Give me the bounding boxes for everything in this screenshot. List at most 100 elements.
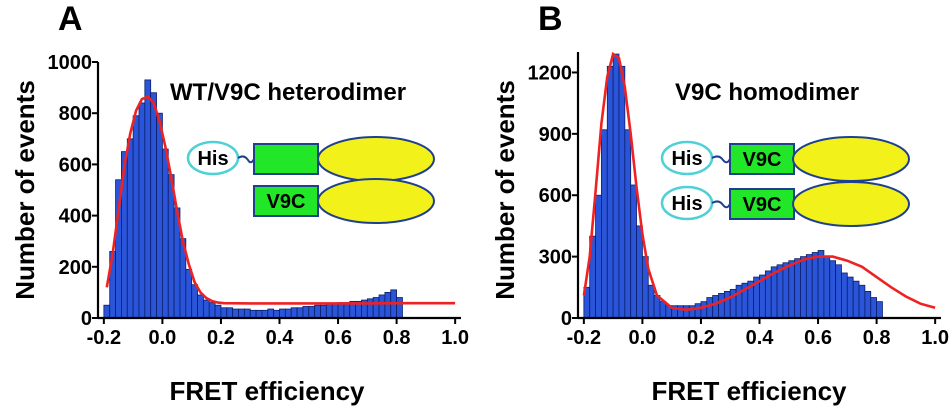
v9c-domain-box: [729, 188, 795, 220]
histogram-bar: [161, 148, 169, 319]
panel-a-schematic: His V9C: [186, 136, 435, 224]
panel-a-tick-labels: -0.2 0.0 0.2 0.4 0.6 0.8 1.0 0 200 400 600 800 1000: [48, 52, 470, 349]
y-tick-label: 1000: [48, 52, 93, 74]
panel-a-ylabel: Number of events: [10, 80, 40, 300]
histogram-bar: [290, 307, 298, 319]
histogram-bar: [864, 290, 872, 319]
panel-b: B Number of events FRET efficiency -0.2 0…: [490, 0, 949, 406]
his-tag-label: His: [197, 148, 228, 170]
histogram-bar: [630, 184, 637, 319]
histogram-bar: [794, 258, 801, 319]
histogram-bar: [694, 303, 702, 319]
histogram-bar: [103, 304, 111, 319]
histogram-bar: [267, 308, 275, 319]
histogram-bar: [325, 303, 333, 319]
y-tick-label: 300: [539, 247, 572, 269]
histogram-bar: [852, 280, 860, 319]
yellow-domain-oval: [792, 181, 910, 227]
his-tag-label: His: [671, 193, 702, 215]
panel-b-schematic: His V9C His V9C: [660, 136, 910, 227]
histogram-bar: [595, 194, 602, 319]
histogram-bar: [811, 252, 819, 319]
y-tick-label: 0: [561, 308, 572, 330]
histogram-bar: [372, 297, 380, 319]
y-tick-label: 0: [81, 308, 92, 330]
x-tick-label: 0.2: [207, 327, 235, 349]
histogram-bar: [191, 284, 198, 319]
panel-b-bars: [583, 53, 883, 319]
histogram-bar: [337, 302, 345, 319]
histogram-bar: [612, 53, 620, 319]
histogram-bar: [647, 284, 655, 319]
histogram-bar: [712, 295, 719, 319]
panel-b-ylabel: Number of events: [490, 80, 520, 300]
panel-b-tick-labels: -0.2 0.0 0.2 0.4 0.6 0.8 1.0 0 300 600 900 1200: [528, 62, 950, 349]
histogram-bar: [331, 303, 339, 319]
x-tick-label: 0.4: [266, 327, 295, 349]
x-tick-label: 0.6: [324, 327, 352, 349]
panel-a-axes: [92, 61, 461, 324]
histogram-bar: [682, 305, 690, 319]
x-tick-label: 0.4: [746, 327, 775, 349]
yellow-domain-oval: [317, 178, 435, 224]
v9c-domain-label: V9C: [267, 191, 306, 213]
histogram-bar: [788, 260, 796, 319]
histogram-bar: [782, 262, 790, 319]
histogram-bar: [618, 65, 626, 319]
v9c-domain-box: [253, 185, 319, 217]
y-tick-label: 600: [539, 185, 572, 207]
y-tick-label: 400: [59, 206, 92, 228]
x-tick-label: 0.8: [383, 327, 411, 349]
x-tick-label: 0.2: [687, 327, 715, 349]
histogram-bar: [226, 307, 234, 319]
x-tick-label: 1.0: [441, 327, 469, 349]
histogram-bar: [870, 297, 877, 319]
histogram-bar: [273, 309, 280, 319]
histogram-bar: [805, 254, 813, 319]
histogram-bar: [601, 129, 608, 319]
histogram-bar: [718, 293, 725, 319]
histogram-bar: [378, 294, 386, 319]
histogram-bar: [835, 264, 842, 319]
y-tick-label: 1200: [528, 62, 573, 84]
histogram-bar: [366, 298, 374, 319]
linker: [237, 155, 255, 164]
wt-domain-box: [253, 143, 319, 175]
panel-b-xlabel: FRET efficiency: [651, 376, 847, 406]
histogram-bar: [706, 297, 714, 319]
histogram-bar: [150, 92, 157, 319]
histogram-bar: [238, 308, 245, 319]
y-tick-label: 900: [539, 124, 572, 146]
panel-a-title: WT/V9C heterodimer: [170, 79, 406, 106]
panel-a-xlabel: FRET efficiency: [169, 376, 365, 406]
histogram-bar: [659, 301, 667, 319]
histogram-bar: [636, 225, 643, 319]
x-tick-label: -0.2: [567, 327, 601, 349]
histogram-bar: [823, 256, 831, 319]
histogram-bar: [202, 299, 210, 319]
histogram-bar: [255, 309, 263, 319]
y-tick-label: 600: [59, 154, 92, 176]
histogram-bar: [279, 308, 286, 319]
histogram-bar: [876, 301, 883, 319]
his-tag-label: His: [671, 148, 702, 170]
panel-b-axes: [572, 52, 941, 324]
histogram-bar: [197, 294, 204, 319]
panel-a-fit-curve: [105, 95, 456, 305]
panel-a: A Number of events FRET efficiency -0.2 0…: [10, 0, 469, 406]
yellow-domain-oval: [317, 136, 435, 182]
histogram-bar: [846, 276, 854, 319]
histogram-bar: [284, 308, 292, 319]
histogram-bar: [132, 115, 140, 319]
x-tick-label: 0.6: [804, 327, 832, 349]
y-tick-label: 200: [59, 257, 92, 279]
histogram-bar: [858, 284, 866, 319]
histogram-bar: [296, 307, 304, 319]
histogram-bar: [308, 306, 316, 319]
histogram-bar: [829, 260, 837, 319]
x-tick-label: 0.8: [863, 327, 891, 349]
v9c-domain-label: V9C: [743, 194, 782, 216]
yellow-domain-oval: [792, 136, 910, 182]
x-tick-label: 0.0: [628, 327, 656, 349]
